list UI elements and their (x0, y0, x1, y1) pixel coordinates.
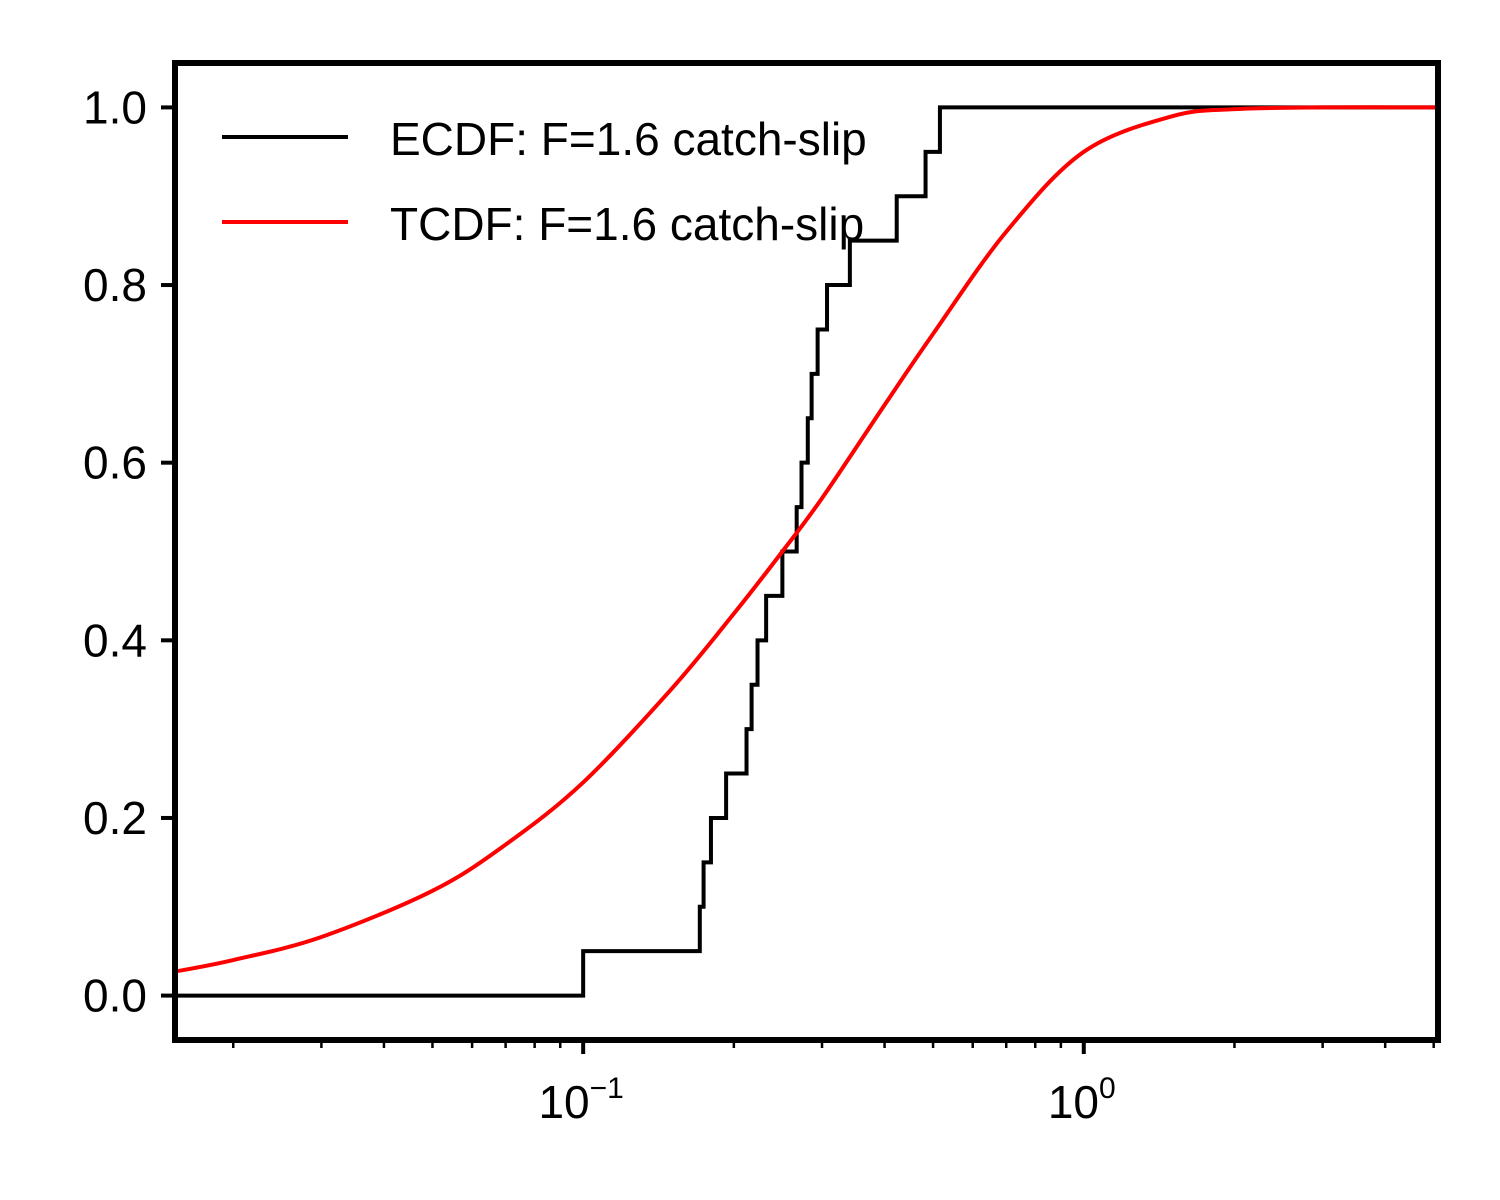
series-layer (175, 105, 1438, 998)
legend: ECDF: F=1.6 catch-slip TCDF: F=1.6 catch… (222, 113, 867, 250)
x-tick-label: 100 (1048, 1072, 1116, 1128)
y-tick-label: 0.8 (83, 259, 147, 311)
tcdf-series-line (175, 105, 1438, 974)
y-tick-label: 1.0 (83, 81, 147, 133)
legend-label-tcdf: TCDF: F=1.6 catch-slip (390, 198, 864, 250)
ecdf-series-line (175, 105, 1438, 998)
x-tick-label: 10−1 (538, 1072, 623, 1128)
y-tick-label: 0.4 (83, 614, 147, 666)
y-tick-label: 0.6 (83, 437, 147, 489)
y-tick-label: 0.2 (83, 792, 147, 844)
legend-label-ecdf: ECDF: F=1.6 catch-slip (390, 113, 867, 165)
axes-ticks: 0.0 0.2 0.4 0.6 0.8 1.0 10−1 100 (83, 81, 1435, 1128)
plot-frame (172, 60, 1441, 1043)
y-tick-label: 0.0 (83, 970, 147, 1022)
